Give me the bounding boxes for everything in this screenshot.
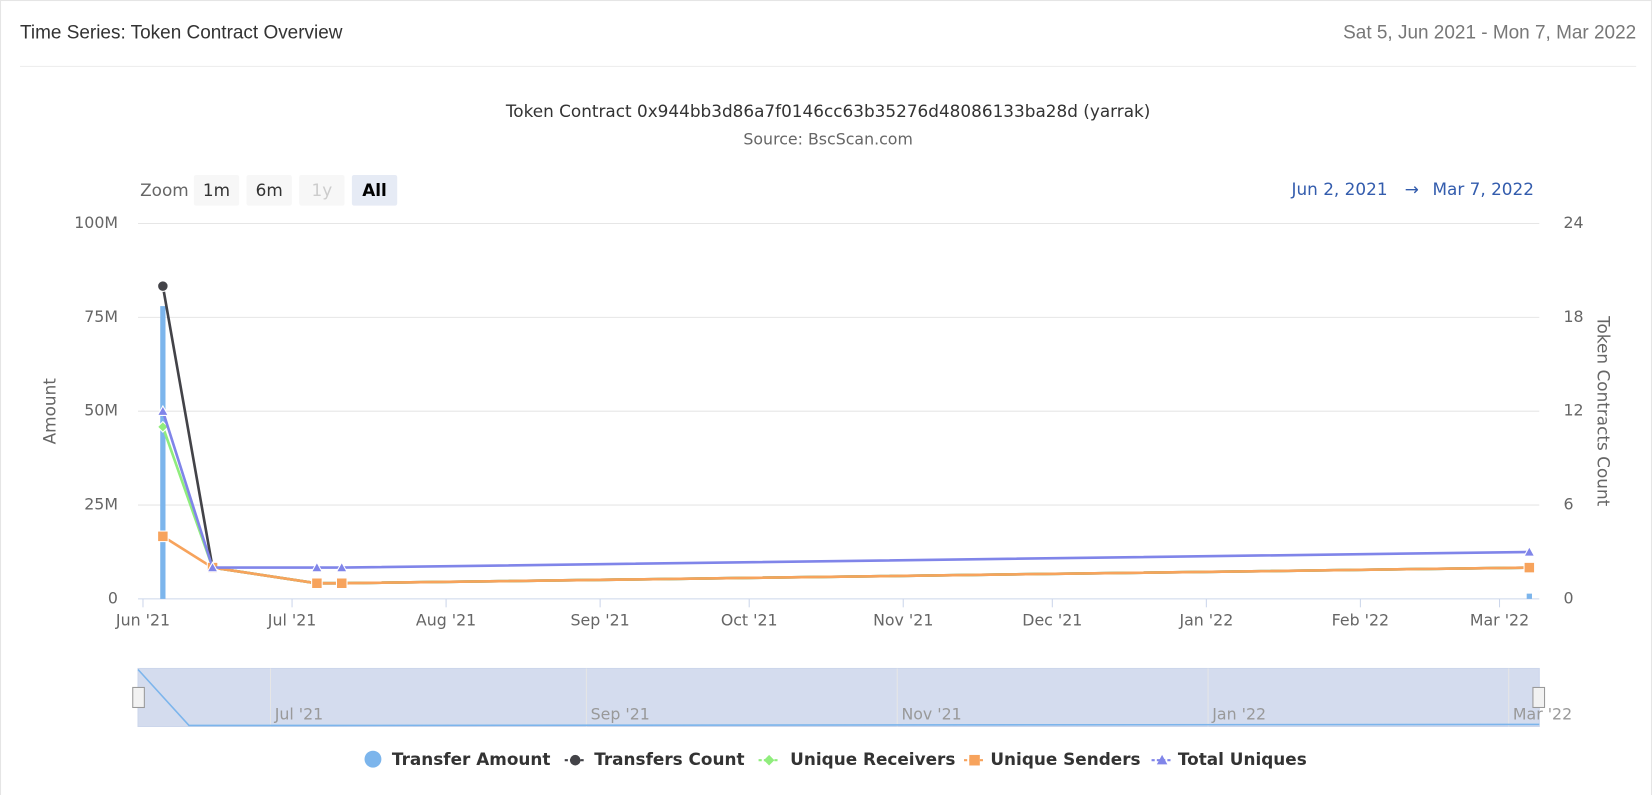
- legend-label[interactable]: Unique Receivers: [790, 749, 955, 769]
- x-tick-label: Oct '21: [721, 611, 778, 630]
- legend-label[interactable]: Transfers Count: [594, 749, 744, 769]
- x-tick-label: Aug '21: [416, 611, 476, 630]
- zoom-button-bg[interactable]: [193, 175, 240, 206]
- range-from[interactable]: Jun 2, 2021: [1291, 179, 1388, 199]
- navigator-tick-label: Jul '21: [274, 704, 324, 723]
- point-marker: [156, 404, 170, 416]
- point-marker: [1523, 561, 1536, 574]
- x-tick-label: Dec '21: [1022, 611, 1082, 630]
- point-marker: [311, 577, 323, 590]
- y-tick-label: 75M: [84, 307, 118, 326]
- zoom-button-bg: [299, 175, 345, 206]
- y2-tick-label: 0: [1564, 588, 1574, 607]
- chart-subtitle: Source: BscScan.com: [743, 130, 912, 149]
- y2-tick-label: 24: [1564, 213, 1584, 232]
- x-tick-label: Jun '21: [115, 611, 170, 630]
- y2-axis-title: Token Contracts Count: [1593, 315, 1613, 507]
- x-tick-label: Jul '21: [267, 611, 317, 630]
- legend-label[interactable]: Transfer Amount: [392, 749, 551, 769]
- legend-marker: [969, 754, 980, 766]
- y-tick-label: 100M: [74, 213, 118, 232]
- navigator-handle[interactable]: [1532, 686, 1546, 709]
- point-marker: [206, 561, 219, 573]
- navigator-handle[interactable]: [132, 686, 145, 709]
- navigator-bg: [137, 667, 1540, 727]
- point-marker: [157, 280, 169, 292]
- legend-marker: [1156, 754, 1168, 765]
- y-tick-label: 50M: [84, 401, 118, 420]
- range-to[interactable]: Mar 7, 2022: [1433, 179, 1534, 199]
- navigator-tick-label: Jan '22: [1211, 704, 1266, 723]
- y-axis-title: Amount: [40, 378, 60, 445]
- zoom-button[interactable]: 6m: [256, 180, 283, 200]
- point-marker: [157, 530, 169, 543]
- range-arrow: →: [1405, 179, 1419, 199]
- zoom-button[interactable]: 1m: [203, 180, 230, 200]
- x-tick-label: Nov '21: [873, 611, 933, 630]
- x-tick-label: Feb '22: [1332, 611, 1389, 630]
- legend-marker: [569, 754, 581, 766]
- amount-bar: [1526, 593, 1532, 599]
- point-marker: [335, 561, 348, 573]
- y2-tick-label: 12: [1564, 401, 1584, 420]
- point-marker: [1523, 545, 1536, 557]
- navigator-tick-label: Nov '21: [901, 704, 961, 723]
- chart-title: Token Contract 0x944bb3d86a7f0146cc63b35…: [505, 101, 1151, 121]
- legend-label[interactable]: Unique Senders: [990, 749, 1140, 769]
- x-tick-label: Sep '21: [571, 611, 630, 630]
- y2-tick-label: 6: [1564, 495, 1574, 514]
- point-marker: [335, 577, 348, 590]
- navigator-tick-label: Mar '22: [1513, 704, 1572, 723]
- navigator-line: [137, 668, 1540, 727]
- y-tick-label: 0: [108, 588, 118, 607]
- zoom-button: 1y: [312, 180, 333, 200]
- legend-symbol[interactable]: [364, 750, 382, 768]
- header-date-range: Sat 5, Jun 2021 - Mon 7, Mar 2022: [1343, 23, 1636, 44]
- navigator-tick-label: Sep '21: [591, 704, 650, 723]
- y2-tick-label: 18: [1564, 307, 1584, 326]
- zoom-button[interactable]: All: [362, 180, 387, 200]
- legend-label[interactable]: Total Uniques: [1178, 749, 1307, 769]
- x-tick-label: Jan '22: [1178, 611, 1233, 630]
- zoom-label: Zoom: [140, 180, 189, 200]
- y-tick-label: 25M: [84, 495, 118, 514]
- header-title: Time Series: Token Contract Overview: [20, 23, 343, 44]
- zoom-button-bg[interactable]: [351, 175, 398, 206]
- x-tick-label: Mar '22: [1470, 611, 1529, 630]
- zoom-button-bg[interactable]: [246, 175, 292, 206]
- amount-bar: [160, 306, 166, 599]
- point-marker: [310, 561, 324, 573]
